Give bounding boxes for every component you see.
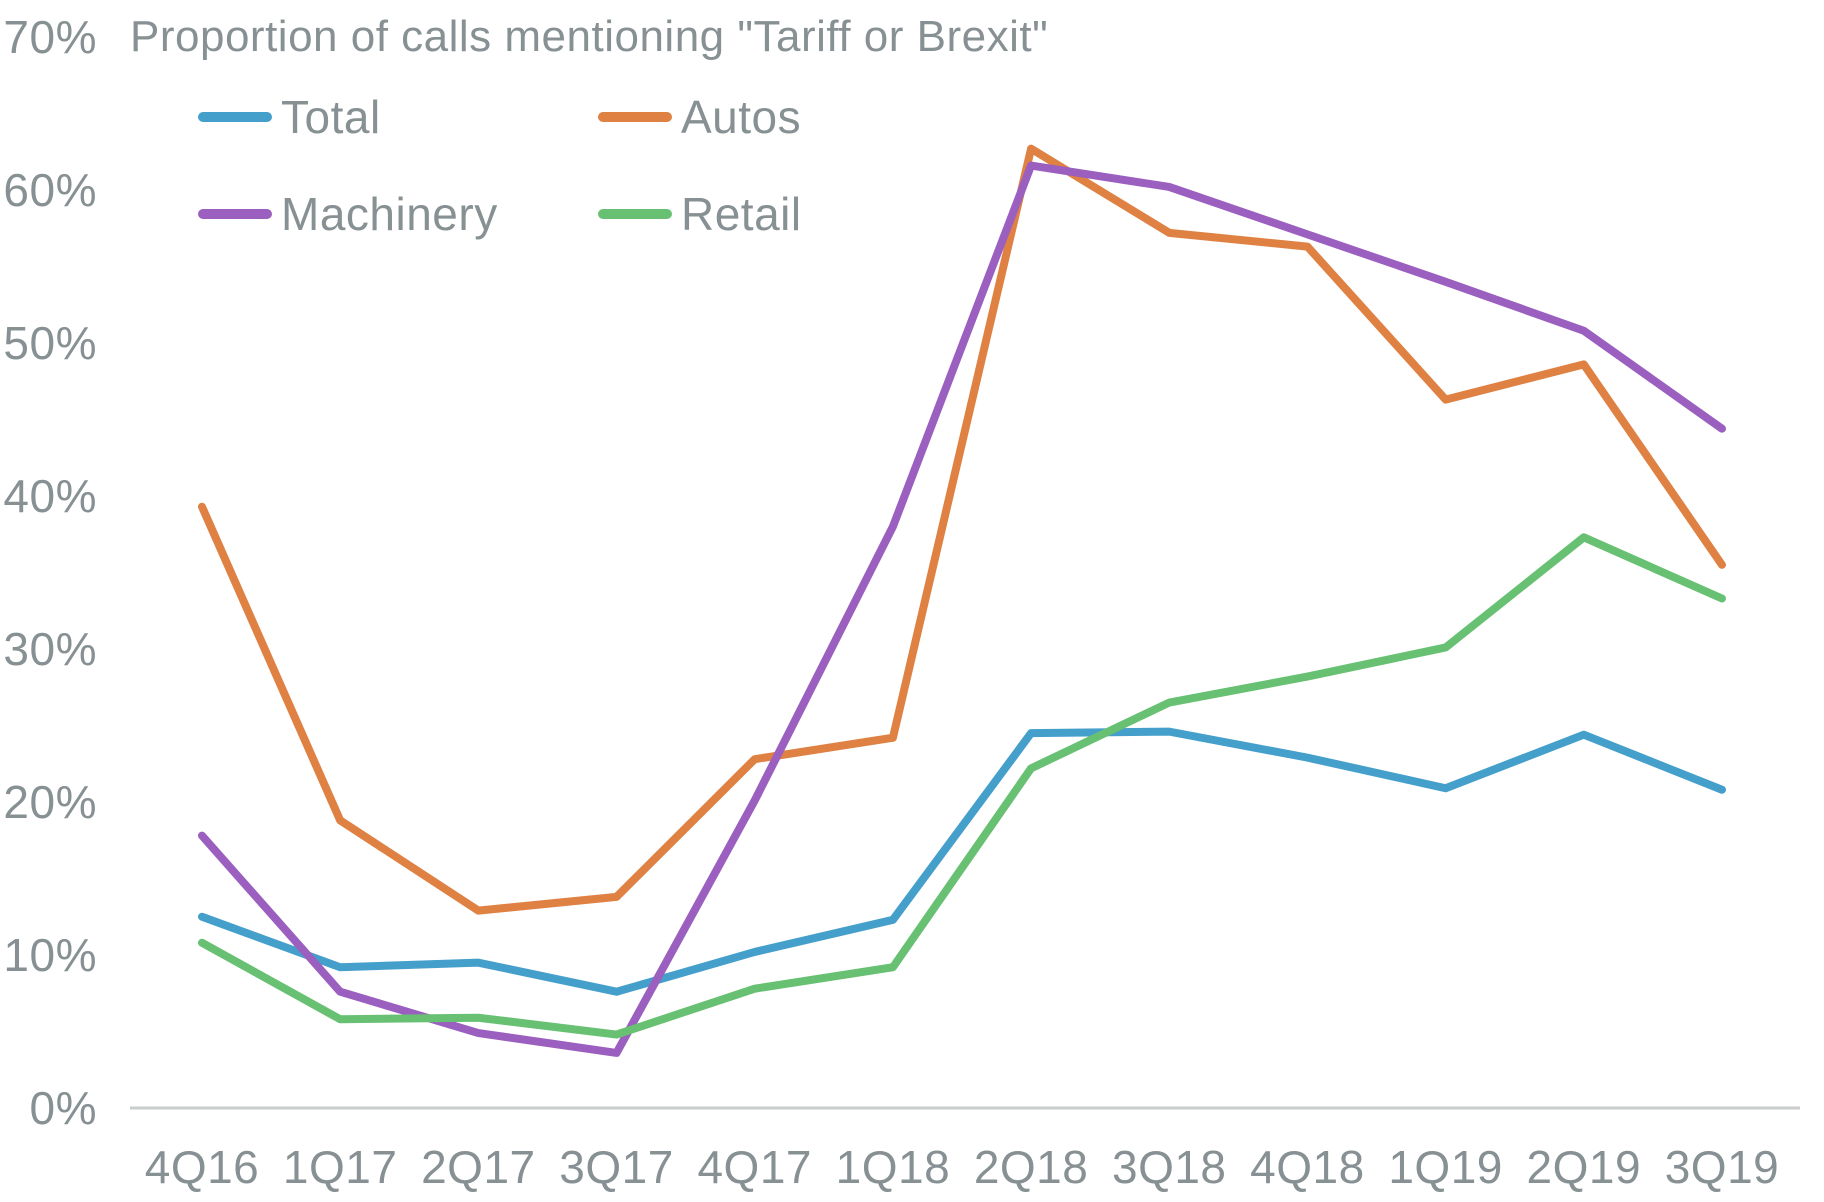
chart-title: Proportion of calls mentioning "Tariff o… — [130, 12, 1049, 61]
y-axis-tick-label: 50% — [3, 317, 97, 369]
x-axis-tick-label: 1Q17 — [283, 1141, 398, 1193]
x-axis-tick-label: 2Q17 — [421, 1141, 536, 1193]
y-axis-tick-label: 20% — [3, 776, 97, 828]
series-line-total — [198, 727, 1726, 996]
legend-item-total: Total — [198, 94, 598, 140]
x-axis-tick-label: 1Q18 — [836, 1141, 951, 1193]
x-axis-tick-label: 3Q17 — [559, 1141, 674, 1193]
legend-swatch-machinery — [198, 208, 272, 219]
y-axis-tick-label: 40% — [3, 470, 97, 522]
x-axis-tick-label: 4Q18 — [1250, 1141, 1365, 1193]
y-axis-tick-label: 0% — [30, 1082, 97, 1134]
legend-label-autos: Autos — [681, 90, 802, 143]
legend-label-machinery: Machinery — [281, 187, 498, 240]
series-line-retail — [198, 533, 1726, 1039]
legend-item-autos: Autos — [598, 94, 802, 140]
x-axis-tick-label: 2Q19 — [1527, 1141, 1642, 1193]
y-axis-tick-label: 10% — [3, 929, 97, 981]
legend-swatch-autos — [598, 111, 672, 122]
chart-legend: Total Autos Machinery Retail — [198, 68, 802, 262]
y-axis-tick-label: 30% — [3, 623, 97, 675]
y-axis-tick-label: 60% — [3, 164, 97, 216]
series-line-autos — [198, 144, 1726, 915]
legend-swatch-retail — [598, 208, 672, 219]
legend-label-total: Total — [281, 90, 381, 143]
x-axis-tick-label: 2Q18 — [974, 1141, 1089, 1193]
legend-item-retail: Retail — [598, 191, 802, 237]
x-axis-tick-label: 4Q16 — [145, 1141, 260, 1193]
series-line-machinery — [198, 161, 1726, 1057]
x-axis-tick-label: 1Q19 — [1388, 1141, 1503, 1193]
x-axis-tick-label: 3Q18 — [1112, 1141, 1227, 1193]
y-axis-tick-label: 70% — [3, 11, 97, 63]
legend-swatch-total — [198, 111, 272, 122]
x-axis-tick-label: 4Q17 — [697, 1141, 812, 1193]
legend-label-retail: Retail — [681, 187, 802, 240]
x-axis-tick-label: 3Q19 — [1665, 1141, 1780, 1193]
legend-item-machinery: Machinery — [198, 191, 598, 237]
